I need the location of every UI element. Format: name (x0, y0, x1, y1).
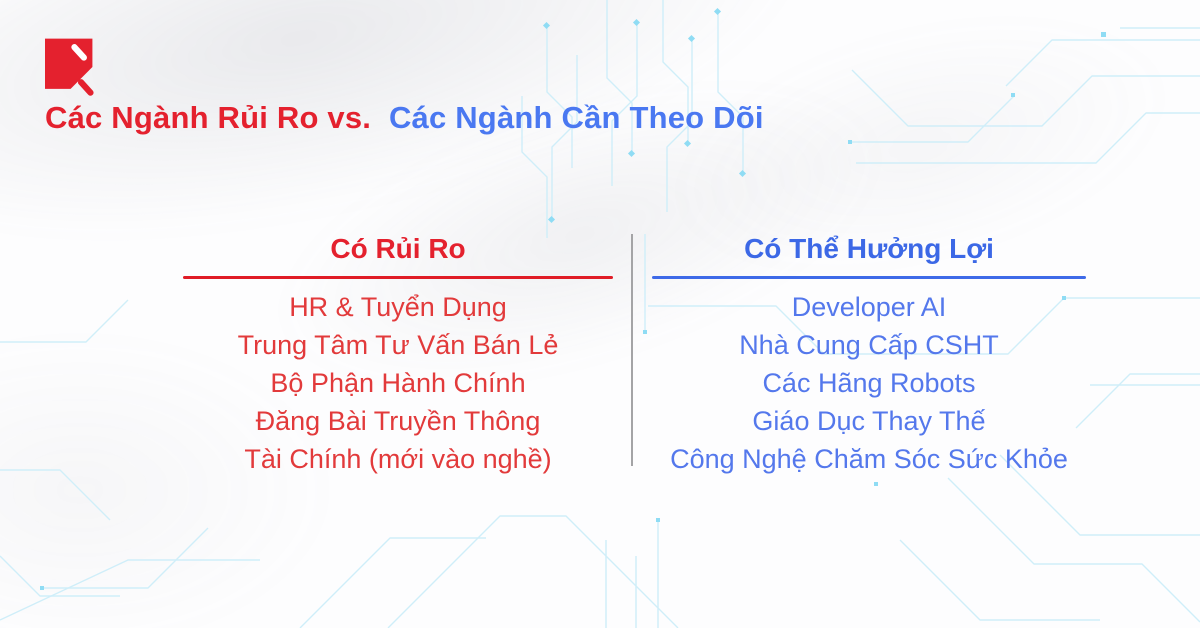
title-watch-part: Các Ngành Cần Theo Dõi (388, 100, 764, 135)
logo-red-slash (77, 79, 94, 96)
benefit-column-header: Có Thể Hưởng Lợi (744, 233, 994, 264)
column-divider (631, 234, 633, 466)
logo-square (45, 38, 93, 89)
benefit-list-item: Developer AI (791, 292, 947, 322)
benefit-column: Có Thể Hưởng Lợi Developer AI Nhà Cung C… (652, 232, 1086, 478)
benefit-list: Developer AI Nhà Cung Cấp CSHT Các Hãng … (652, 288, 1086, 478)
page-title: Các Ngành Rủi Ro vs. Các Ngành Cần Theo … (45, 100, 764, 136)
benefit-list-item: Công Nghệ Chăm Sóc Sức Khỏe (670, 444, 1068, 474)
benefit-list-item: Giáo Dục Thay Thế (752, 406, 986, 436)
risk-list-item: Bộ Phận Hành Chính (270, 368, 526, 398)
risk-header-underline (183, 276, 613, 279)
risk-list-item: Trung Tâm Tư Vấn Bán Lẻ (237, 330, 559, 360)
risk-list-item: Đăng Bài Truyền Thông (255, 406, 541, 436)
benefit-header-underline (652, 276, 1086, 279)
brand-logo (45, 38, 94, 96)
risk-list-item: Tài Chính (mới vào nghề) (244, 444, 552, 474)
risk-column-header: Có Rủi Ro (330, 233, 466, 264)
title-risk-part: Các Ngành Rủi Ro vs. (45, 100, 372, 135)
benefit-list-item: Các Hãng Robots (762, 368, 976, 398)
risk-list-item: HR & Tuyển Dụng (289, 292, 507, 322)
risk-column: Có Rủi Ro HR & Tuyển Dụng Trung Tâm Tư V… (183, 232, 613, 478)
risk-list: HR & Tuyển Dụng Trung Tâm Tư Vấn Bán Lẻ … (183, 288, 613, 478)
logo-white-slash (71, 44, 87, 61)
benefit-list-item: Nhà Cung Cấp CSHT (739, 330, 999, 360)
